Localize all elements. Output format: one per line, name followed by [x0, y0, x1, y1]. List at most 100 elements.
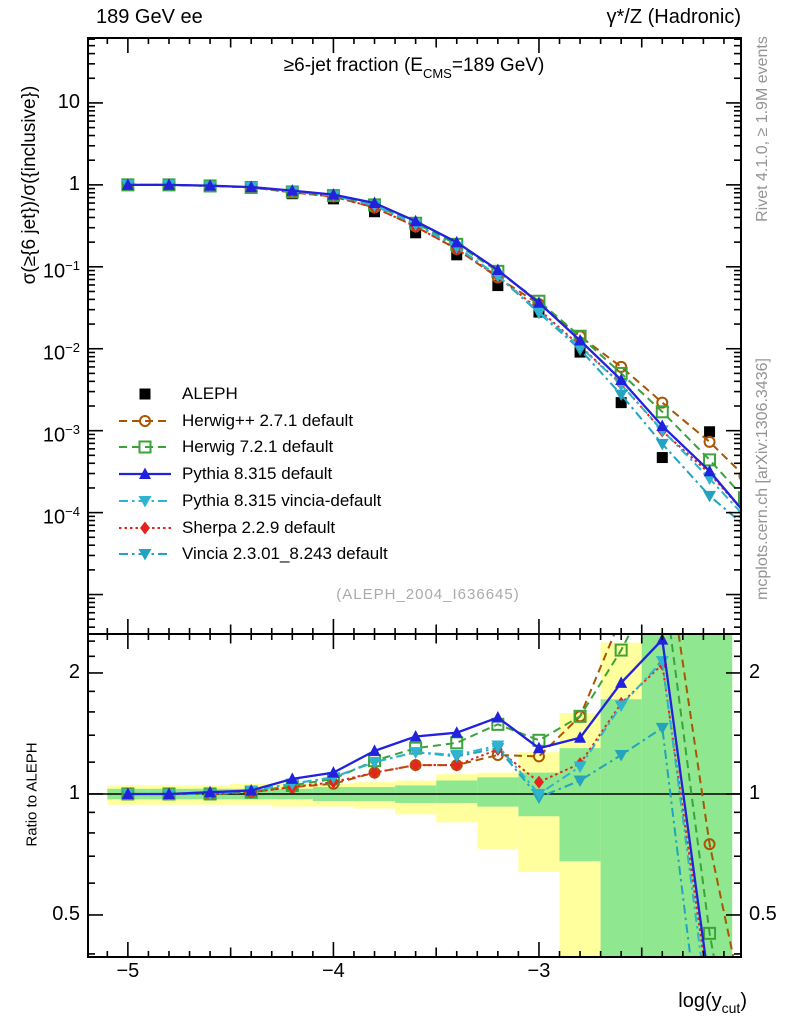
plot-title: ≥6-jet fraction (ECMS=189 GeV) [114, 55, 714, 81]
main-y-tick-label: 1 [68, 172, 80, 195]
marker [286, 184, 299, 196]
legend-item-aleph: ALEPH [118, 384, 238, 403]
marker [492, 280, 504, 292]
marker [532, 307, 546, 319]
main-y-tick-label: 10−1 [42, 257, 80, 283]
marker [614, 389, 628, 402]
plot-title-tail: =189 GeV) [451, 55, 545, 76]
marker [140, 521, 150, 535]
ratio-panel-frame [87, 633, 742, 958]
x-axis-title: log(ycut) [547, 990, 747, 1016]
uncertainty-band-green [436, 780, 478, 803]
marker [204, 179, 217, 191]
marker [138, 496, 152, 508]
marker [703, 1018, 716, 1024]
legend-label-aleph: ALEPH [182, 384, 238, 403]
series-line-herwig7 [127, 634, 715, 957]
marker [655, 405, 669, 419]
marker [368, 744, 381, 756]
ratio-y-tick-label-right: 2 [749, 660, 761, 683]
marker [573, 709, 587, 723]
marker [409, 729, 422, 742]
marker [451, 758, 462, 772]
marker [139, 388, 151, 400]
marker [409, 214, 422, 227]
marker [327, 766, 340, 778]
marker [615, 676, 628, 688]
marker [327, 188, 340, 200]
marker [656, 396, 669, 409]
marker [286, 772, 299, 784]
marker [655, 438, 669, 451]
ratio-panel [88, 519, 741, 1024]
marker [703, 838, 716, 851]
legend-marker-herwig7 [119, 440, 171, 454]
series-line-pythia [127, 637, 707, 957]
marker [139, 467, 151, 479]
marker [657, 565, 668, 576]
legend-marker-pythia_vincia [119, 496, 171, 508]
marker [614, 750, 628, 762]
marker [410, 758, 421, 772]
marker [573, 761, 587, 774]
legend-item-sherpa: Sherpa 2.2.9 default [118, 518, 336, 537]
marker [491, 740, 505, 752]
rivet-version-note: Rivet 4.1.0, ≥ 1.9M events [754, 36, 771, 222]
marker [368, 196, 381, 209]
marker [450, 235, 463, 248]
series-line-herwig7 [127, 183, 741, 496]
legend-label-pythia_vincia: Pythia 8.315 vincia-default [182, 491, 382, 510]
marker [656, 452, 668, 464]
ratio-y-tick-label-right: 1 [749, 781, 761, 804]
marker [532, 296, 545, 308]
marker [368, 757, 382, 769]
main-y-tick-label: 10 [57, 90, 80, 113]
marker [657, 519, 667, 529]
uncertainty-band-green [641, 634, 683, 957]
marker [204, 785, 217, 798]
marker [737, 491, 741, 505]
marker [409, 747, 423, 759]
main-panel [121, 178, 741, 526]
marker [656, 419, 669, 432]
legend-label-herwigpp: Herwig++ 2.7.1 default [182, 411, 354, 430]
marker [138, 440, 152, 454]
marker [162, 787, 175, 799]
legend-marker-vincia [119, 549, 171, 561]
series-line-pythia [127, 183, 741, 511]
main-y-tick-label: 10−4 [42, 503, 80, 529]
ratio-y-tick-label: 0.5 [52, 902, 80, 925]
legend-label-herwig7: Herwig 7.2.1 default [182, 437, 334, 456]
marker [615, 397, 627, 409]
marker [614, 700, 628, 712]
mcplots-attribution-note: mcplots.cern.ch [arXiv:1306.3436] [754, 358, 771, 600]
legend-label-vincia: Vincia 2.3.01_8.243 default [182, 544, 388, 563]
marker [704, 426, 716, 438]
legend-item-herwig7: Herwig 7.2.1 default [118, 437, 334, 456]
marker [121, 178, 134, 190]
legend-marker-pythia [119, 467, 171, 479]
marker [615, 373, 628, 385]
marker [450, 726, 463, 738]
plot-title-text: ≥6-jet fraction (E [283, 55, 423, 76]
x-axis-title-text: log(y [678, 990, 722, 1012]
marker [121, 787, 134, 799]
marker [162, 178, 175, 190]
marker [138, 549, 152, 561]
uncertainty-band-green [600, 699, 642, 957]
marker [532, 741, 545, 754]
legend-item-vincia: Vincia 2.3.01_8.243 default [118, 544, 388, 563]
marker [703, 435, 716, 448]
legend-label-sherpa: Sherpa 2.2.9 default [182, 518, 336, 537]
legend-label-pythia: Pythia 8.315 default [182, 464, 333, 483]
x-tick-label: −4 [322, 960, 345, 982]
process-label: γ*/Z (Hadronic) [606, 6, 741, 28]
marker [450, 750, 464, 762]
plot-title-subscript: CMS [422, 66, 452, 81]
analysis-id-watermark: (ALEPH_2004_I636645) [336, 586, 520, 603]
marker [614, 643, 628, 657]
x-axis-title-tail: ) [740, 990, 747, 1012]
marker [491, 710, 504, 723]
marker [655, 722, 669, 735]
